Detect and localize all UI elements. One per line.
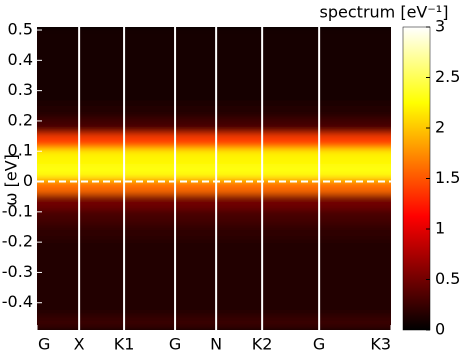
y-tick-label: -0.4: [2, 292, 33, 311]
heat-cell: [37, 254, 391, 270]
colorbar-tick-label: 1: [435, 219, 445, 238]
heat-cell: [37, 133, 391, 149]
colorbar: [402, 26, 431, 331]
heat-cell: [37, 148, 391, 164]
x-tick-label: K2: [252, 335, 273, 354]
heat-cell: [37, 299, 391, 316]
heat-cell: [37, 57, 391, 73]
colorbar-tick-label: 2: [435, 118, 445, 137]
y-tick-label: -0.2: [2, 232, 33, 251]
heat-cell: [37, 314, 391, 330]
y-tick-label: 0.2: [8, 110, 33, 129]
x-tick-label: K1: [114, 335, 135, 354]
heat-cell: [37, 42, 391, 58]
colorbar-tick-label: 0.5: [435, 269, 460, 288]
x-tick-label: G: [313, 335, 325, 354]
y-tick-label: 0.1: [8, 141, 33, 160]
heat-cell: [37, 87, 391, 104]
colorbar-tick-label: 3: [435, 17, 445, 36]
x-tick-label: G: [38, 335, 50, 354]
y-tick-label: -0.3: [2, 262, 33, 281]
heat-cell: [37, 27, 391, 43]
heat-cell: [37, 163, 391, 179]
heat-cell: [37, 72, 391, 89]
colorbar-tick-label: 0: [435, 320, 445, 339]
heat-cell: [37, 269, 391, 286]
overlay: [37, 27, 391, 330]
heat-cell: [37, 223, 391, 240]
x-tick-label: X: [74, 335, 85, 354]
heat-cell: [37, 117, 391, 134]
heat-cell: [37, 208, 391, 225]
heat-cell: [37, 284, 391, 301]
heat-cell: [37, 102, 391, 119]
y-tick-label: -0.1: [2, 201, 33, 220]
x-tick-label: K3: [370, 335, 391, 354]
heatmap: [37, 27, 391, 330]
colorbar-label: spectrum [eV⁻¹]: [320, 3, 449, 22]
y-tick-label: 0.4: [8, 50, 33, 69]
x-tick-label: G: [169, 335, 181, 354]
heat-cell: [37, 193, 391, 210]
x-tick-label: N: [210, 335, 222, 354]
heat-cell: [37, 239, 391, 255]
colorbar-tick-label: 2.5: [435, 67, 460, 86]
y-tick-label: 0.3: [8, 80, 33, 99]
y-tick-label: 0.5: [8, 20, 33, 39]
y-axis-label: ω [eV]: [2, 154, 21, 206]
colorbar-tick-label: 1.5: [435, 168, 460, 187]
y-tick-label: 0: [23, 171, 33, 190]
